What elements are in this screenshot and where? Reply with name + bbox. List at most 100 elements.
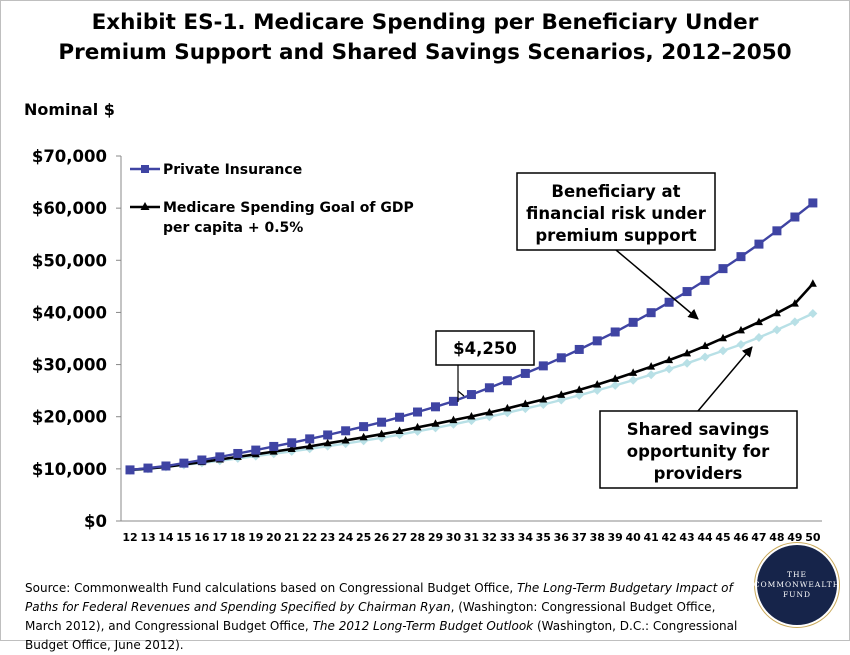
data-point (610, 327, 620, 337)
risk-callout-box (516, 172, 716, 251)
data-point (449, 415, 458, 424)
x-tick-label: 39 (608, 531, 623, 544)
x-tick-label: 36 (554, 531, 570, 544)
savings-callout-line-2: opportunity for (627, 442, 770, 461)
y-tick-label: $30,000 (32, 356, 107, 375)
data-point (269, 441, 279, 451)
y-tick-label: $10,000 (32, 460, 107, 479)
x-tick-label: 18 (230, 531, 245, 544)
data-point (790, 317, 800, 327)
data-point (323, 430, 333, 440)
x-tick-label: 44 (697, 531, 713, 544)
y-tick-label: $50,000 (32, 251, 107, 270)
chart-title-line-2: Premium Support and Shared Savings Scena… (58, 40, 792, 65)
x-tick-label: 19 (248, 531, 263, 544)
x-tick-label: 49 (787, 531, 802, 544)
data-point (484, 383, 494, 393)
data-point (593, 380, 602, 388)
logo-line-2: COMMONWEALTH (753, 580, 841, 589)
gap-label-text: $4,250 (453, 339, 517, 358)
data-point (790, 299, 799, 307)
commonwealth-fund-logo: THE COMMONWEALTH FUND (753, 545, 841, 625)
data-point (574, 390, 584, 400)
logo-line-1: THE (786, 570, 808, 579)
chart-legend: Private Insurance Medicare Spending Goal… (130, 162, 414, 236)
data-point (611, 374, 620, 382)
data-point (520, 368, 530, 378)
data-point (754, 332, 764, 342)
data-point (251, 445, 261, 455)
y-tick-label: $60,000 (32, 199, 107, 218)
data-point (502, 376, 512, 386)
chart-series-layer (125, 198, 818, 475)
x-tick-label: 13 (140, 531, 155, 544)
data-point (701, 341, 710, 350)
legend-private-marker (141, 165, 149, 173)
data-point (664, 297, 674, 307)
data-point (395, 412, 405, 422)
y-tick-label: $40,000 (32, 303, 107, 322)
data-point (665, 355, 674, 364)
data-point (395, 426, 404, 435)
data-point (808, 279, 817, 287)
data-point (377, 429, 386, 438)
x-tick-label: 23 (320, 531, 335, 544)
data-point (556, 353, 566, 363)
x-tick-label: 27 (392, 531, 407, 544)
legend-goal-marker (140, 202, 150, 210)
data-point (413, 407, 423, 417)
source-title-1: The Long-Term Budgetary Impact of Paths … (25, 581, 733, 614)
data-point (754, 239, 764, 249)
gap-label-bracket-top (457, 390, 465, 397)
risk-callout-line-3: premium support (535, 226, 696, 245)
data-point (125, 465, 135, 475)
data-point (197, 455, 207, 465)
data-point (521, 399, 530, 407)
x-tick-label: 48 (769, 531, 784, 544)
data-point (592, 336, 602, 346)
x-tick-label: 46 (733, 531, 749, 544)
x-tick-label: 43 (679, 531, 694, 544)
x-tick-label: 30 (446, 531, 462, 544)
legend-private-label: Private Insurance (163, 162, 302, 178)
data-point (682, 287, 692, 297)
series-private-insurance (125, 198, 818, 475)
data-point (287, 438, 297, 448)
source-title-2: The 2012 Long-Term Budget Outlook (312, 619, 534, 633)
data-point (377, 417, 387, 427)
logo-line-3: FUND (782, 590, 812, 599)
x-tick-label: 37 (572, 531, 587, 544)
data-point (772, 308, 781, 317)
data-point (557, 390, 566, 398)
x-tick-label: 14 (158, 531, 174, 544)
data-point (359, 432, 368, 441)
gap-label-box (435, 330, 535, 366)
x-tick-label: 41 (643, 531, 658, 544)
data-point (539, 395, 548, 403)
y-axis-title: Nominal $ (24, 100, 115, 119)
data-point (161, 461, 171, 471)
data-point (574, 344, 584, 354)
x-tick-label: 31 (464, 531, 479, 544)
data-point (682, 358, 692, 368)
data-point (719, 333, 728, 342)
data-point (305, 441, 314, 450)
data-point (485, 408, 494, 416)
chart-canvas: $0 $10,000 $20,000 $30,000 $40,000 $50,000 $60… (32, 147, 822, 544)
legend-goal-label-line-1: Medicare Spending Goal of GDP (163, 200, 414, 216)
data-point (341, 426, 351, 436)
x-tick-label: 28 (410, 531, 425, 544)
data-point (359, 422, 369, 432)
x-tick-label: 38 (590, 531, 605, 544)
x-tick-label: 20 (266, 531, 282, 544)
data-point (700, 275, 710, 285)
x-tick-label: 17 (212, 531, 227, 544)
x-tick-label: 47 (751, 531, 766, 544)
data-point (754, 317, 763, 326)
x-tick-label: 34 (518, 531, 534, 544)
savings-callout-arrow (697, 346, 753, 412)
data-point (736, 252, 746, 262)
data-point (538, 361, 548, 371)
y-tick-label: $70,000 (32, 147, 107, 166)
data-point (233, 448, 243, 458)
